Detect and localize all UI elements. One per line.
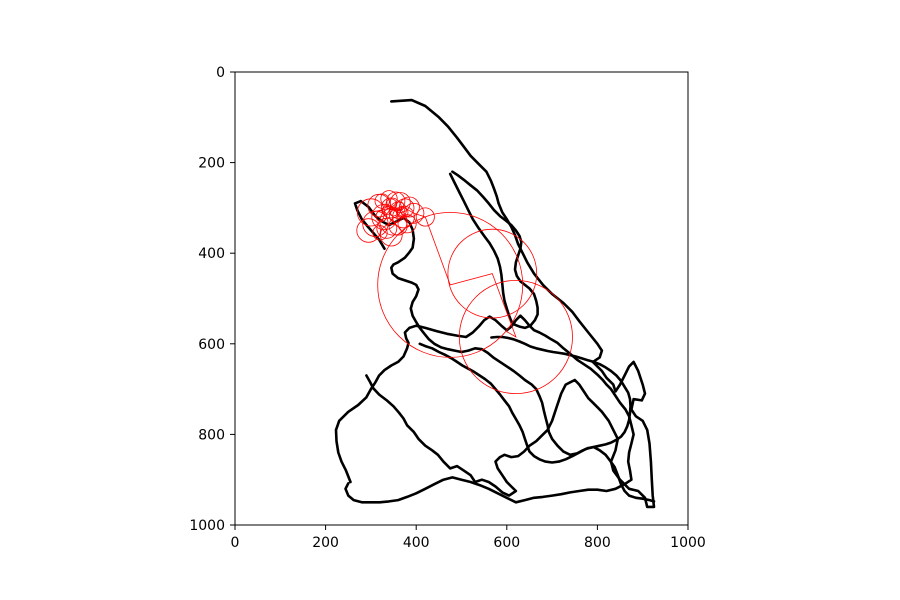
y-tick-label-1: 200 [198, 156, 225, 172]
trajectory-line-5 [418, 335, 632, 464]
red-connector-line [370, 207, 517, 338]
trajectory-line-3 [353, 199, 656, 503]
y-tick-label-5: 1000 [189, 518, 225, 534]
red-circle-26 [388, 206, 399, 217]
trajectory-line-2 [334, 314, 635, 504]
trajectory-line-4 [448, 170, 539, 330]
x-tick-label-1: 200 [312, 535, 339, 551]
red-circle-13 [374, 193, 390, 209]
red-circle-1 [356, 198, 385, 227]
y-tick-label-3: 600 [198, 337, 225, 353]
red-circle-7 [389, 192, 411, 213]
y-tick-label-2: 400 [198, 246, 225, 262]
x-tick-label-0: 0 [231, 535, 240, 551]
x-tick-label-5: 1000 [670, 535, 706, 551]
red-circle-19 [356, 218, 381, 243]
axes-frame [234, 71, 689, 526]
x-tick-label-4: 800 [584, 535, 611, 551]
red-circle-11 [403, 202, 425, 224]
red-circle-17 [388, 216, 408, 236]
red-circle-30 [377, 211, 524, 358]
red-circle-27 [396, 206, 409, 219]
plot-content [334, 98, 656, 509]
y-tick-label-4: 800 [198, 427, 225, 443]
red-circle-29 [415, 207, 435, 227]
red-circle-16 [376, 217, 398, 239]
axis-ticks: 0 200 400 600 800 1000 0 200 400 600 800 1000 [189, 65, 705, 551]
red-circle-21 [372, 225, 388, 241]
x-tick-label-2: 400 [403, 535, 430, 551]
red-circle-31 [447, 228, 538, 319]
trajectory-line-1 [365, 98, 656, 509]
red-circle-20 [379, 223, 403, 247]
red-circle-10 [398, 196, 420, 218]
red-circle-25 [394, 201, 405, 212]
red-circle-28 [375, 210, 388, 222]
y-tick-label-0: 0 [216, 65, 225, 81]
x-tick-label-3: 600 [493, 535, 520, 551]
red-circle-32 [458, 279, 573, 394]
